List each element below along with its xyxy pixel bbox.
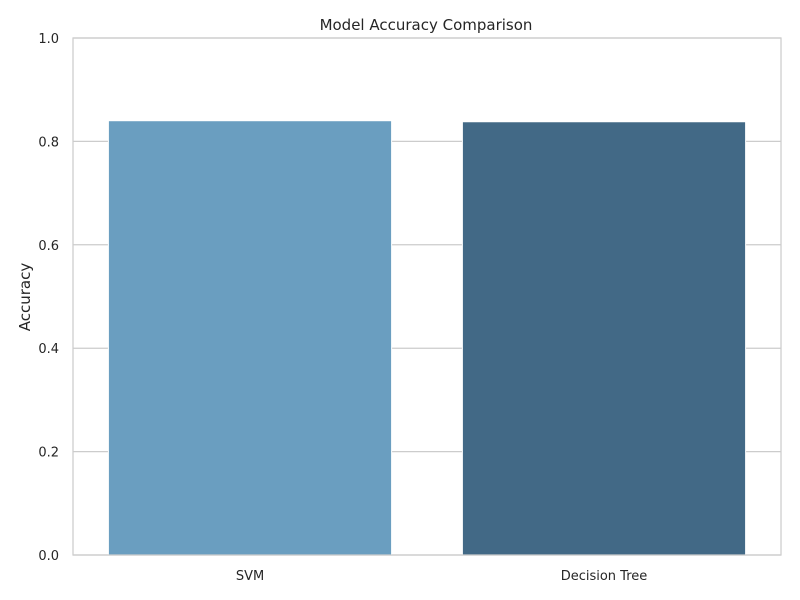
plot-frame [72,37,782,556]
y-axis-label: Accuracy [16,263,34,332]
y-tick-label: 0.0 [38,549,59,564]
y-tick-label: 1.0 [38,32,59,47]
x-tick-label: Decision Tree [561,569,648,584]
y-tick-label: 0.4 [38,342,59,357]
bars [107,120,747,556]
x-tick-labels: SVM Decision Tree [236,569,647,584]
bar-svm [107,120,393,556]
x-tick-label: SVM [236,569,264,584]
y-tick-labels: 0.0 0.2 0.4 0.6 0.8 1.0 [38,32,59,564]
y-tick-label: 0.2 [38,446,59,461]
chart-title: Model Accuracy Comparison [320,16,533,34]
bar-decision-tree [461,121,747,556]
y-tick-label: 0.8 [38,135,59,150]
y-tick-label: 0.6 [38,239,59,254]
